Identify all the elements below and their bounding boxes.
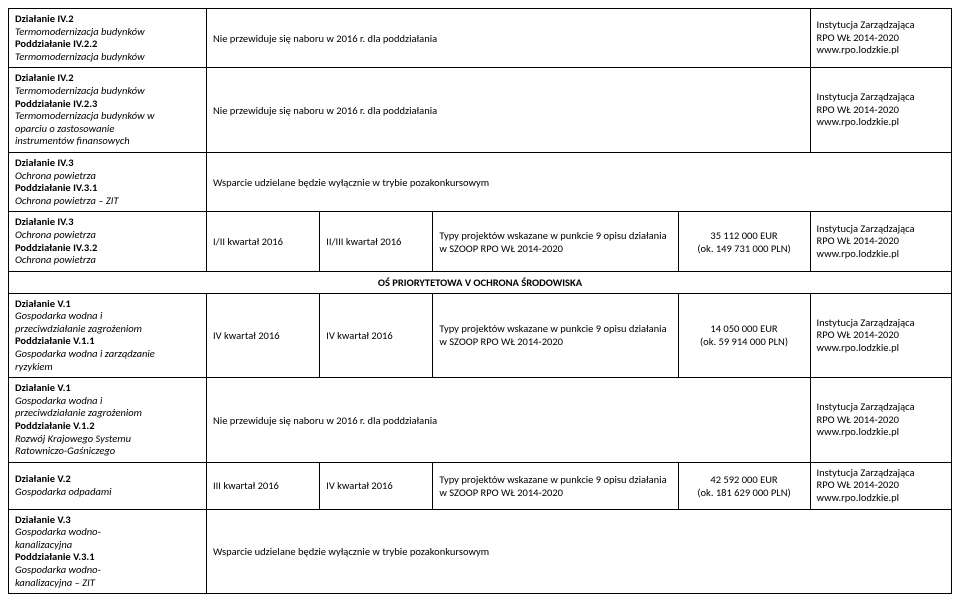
action-description: Działanie V.3Gospodarka wodno-kanalizacy… xyxy=(9,509,207,594)
note-cell: Wsparcie udzielane będzie wyłącznie w tr… xyxy=(207,152,952,211)
budget-cell: 14 050 000 EUR(ok. 59 914 000 PLN) xyxy=(678,293,810,378)
table-row: Działanie IV.2Termomodernizacja budynków… xyxy=(9,9,952,68)
budget-cell: 42 592 000 EUR(ok. 181 629 000 PLN) xyxy=(678,462,810,509)
institution-cell: Instytucja ZarządzającaRPO WŁ 2014-2020w… xyxy=(810,462,951,509)
institution-cell: Instytucja ZarządzającaRPO WŁ 2014-2020w… xyxy=(810,293,951,378)
quarter-start: I/II kwartał 2016 xyxy=(207,212,320,271)
action-description: Działanie IV.2Termomodernizacja budynków… xyxy=(9,68,207,153)
institution-cell: Instytucja ZarządzającaRPO WŁ 2014-2020w… xyxy=(810,9,951,68)
table-row: Działanie IV.3Ochrona powietrzaPoddziała… xyxy=(9,212,952,271)
project-types: Typy projektów wskazane w punkcie 9 opis… xyxy=(433,462,678,509)
note-cell: Nie przewiduje się naboru w 2016 r. dla … xyxy=(207,378,811,463)
note-cell: Nie przewiduje się naboru w 2016 r. dla … xyxy=(207,9,811,68)
quarter-end: II/III kwartał 2016 xyxy=(320,212,433,271)
quarter-start: III kwartał 2016 xyxy=(207,462,320,509)
schedule-table: Działanie IV.2Termomodernizacja budynków… xyxy=(8,8,952,594)
table-row: Działanie V.1Gospodarka wodna iprzeciwdz… xyxy=(9,378,952,463)
quarter-end: IV kwartał 2016 xyxy=(320,462,433,509)
quarter-end: IV kwartał 2016 xyxy=(320,293,433,378)
budget-cell: 35 112 000 EUR(ok. 149 731 000 PLN) xyxy=(678,212,810,271)
note-cell: Wsparcie udzielane będzie wyłącznie w tr… xyxy=(207,509,952,594)
project-types: Typy projektów wskazane w punkcie 9 opis… xyxy=(433,293,678,378)
action-description: Działanie IV.3Ochrona powietrzaPoddziała… xyxy=(9,212,207,271)
action-description: Działanie V.1Gospodarka wodna iprzeciwdz… xyxy=(9,293,207,378)
section-header-row: OŚ PRIORYTETOWA V OCHRONA ŚRODOWISKA xyxy=(9,271,952,293)
table-row: Działanie V.3Gospodarka wodno-kanalizacy… xyxy=(9,509,952,594)
action-description: Działanie V.2Gospodarka odpadami xyxy=(9,462,207,509)
action-description: Działanie V.1Gospodarka wodna iprzeciwdz… xyxy=(9,378,207,463)
table-row: Działanie V.1Gospodarka wodna iprzeciwdz… xyxy=(9,293,952,378)
action-description: Działanie IV.3Ochrona powietrzaPoddziała… xyxy=(9,152,207,211)
note-cell: Nie przewiduje się naboru w 2016 r. dla … xyxy=(207,68,811,153)
quarter-start: IV kwartał 2016 xyxy=(207,293,320,378)
project-types: Typy projektów wskazane w punkcie 9 opis… xyxy=(433,212,678,271)
table-row: Działanie IV.3Ochrona powietrzaPoddziała… xyxy=(9,152,952,211)
institution-cell: Instytucja ZarządzającaRPO WŁ 2014-2020w… xyxy=(810,212,951,271)
institution-cell: Instytucja ZarządzającaRPO WŁ 2014-2020w… xyxy=(810,378,951,463)
table-row: Działanie IV.2Termomodernizacja budynków… xyxy=(9,68,952,153)
table-row: Działanie V.2Gospodarka odpadamiIII kwar… xyxy=(9,462,952,509)
institution-cell: Instytucja ZarządzającaRPO WŁ 2014-2020w… xyxy=(810,68,951,153)
action-description: Działanie IV.2Termomodernizacja budynków… xyxy=(9,9,207,68)
section-header: OŚ PRIORYTETOWA V OCHRONA ŚRODOWISKA xyxy=(9,271,952,293)
